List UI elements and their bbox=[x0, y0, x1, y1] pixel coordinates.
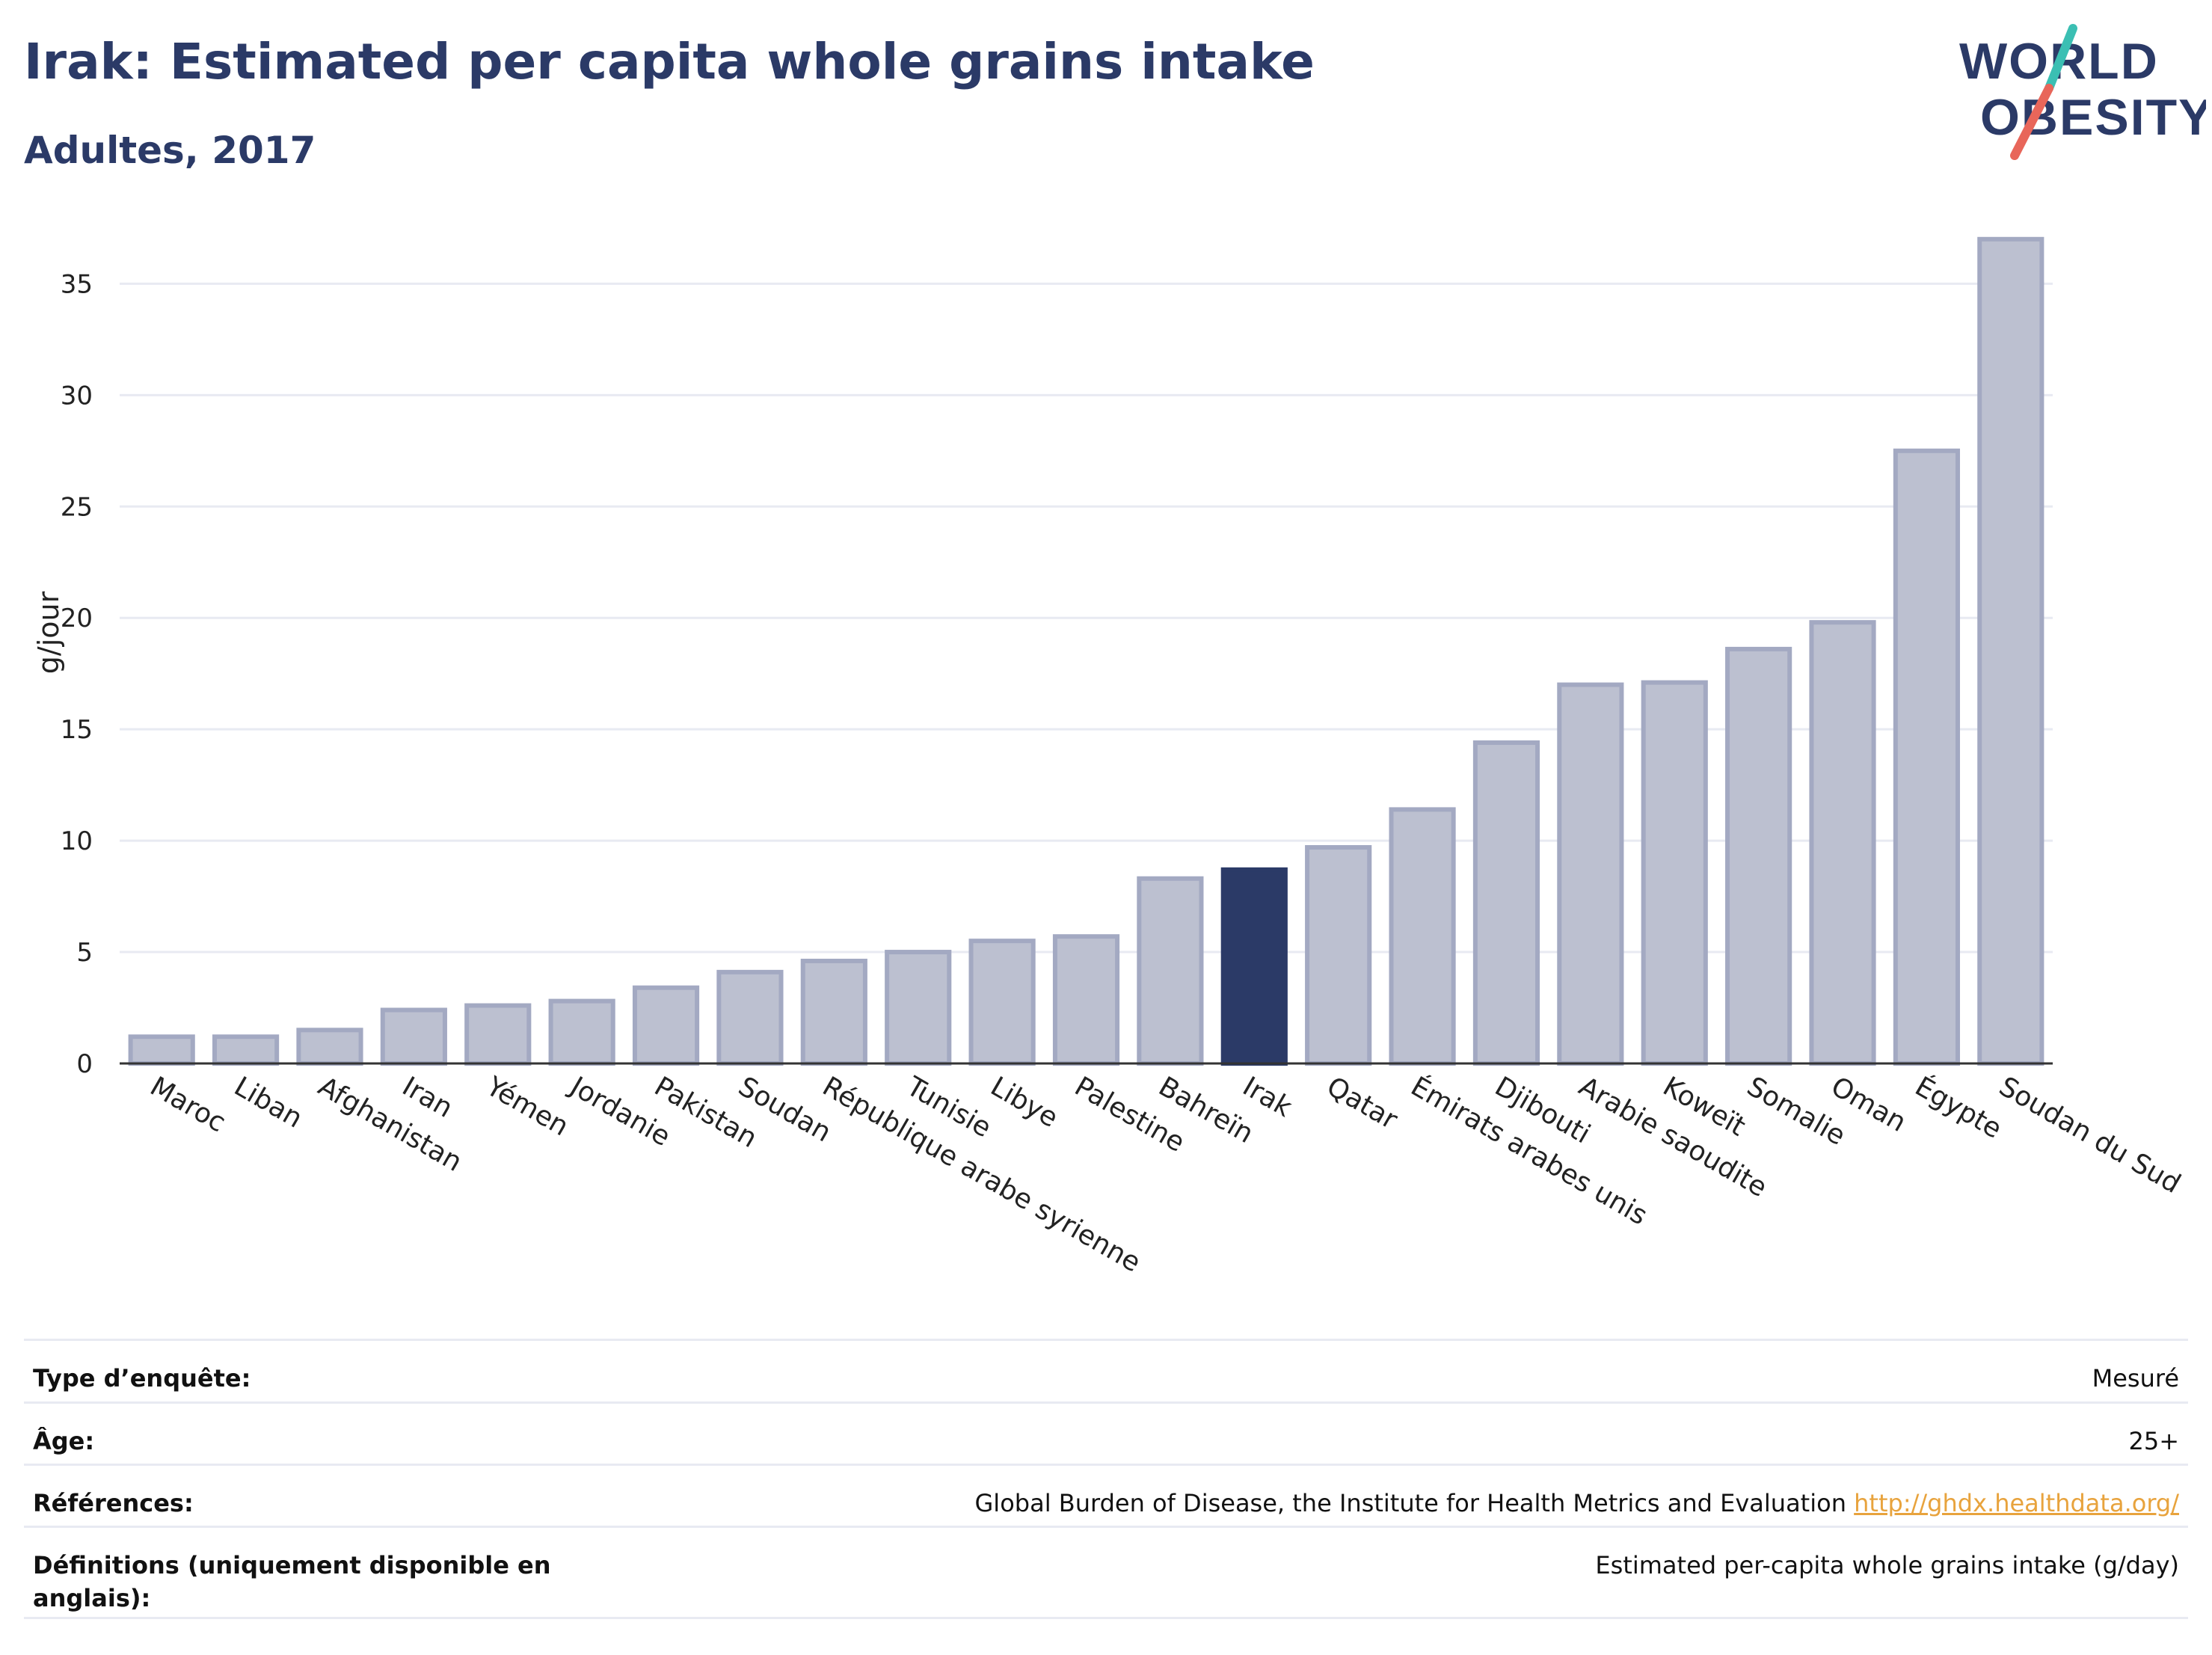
world-obesity-logo: WORLD OBESITY bbox=[1959, 24, 2206, 160]
bar[interactable] bbox=[1389, 807, 1456, 1066]
bar[interactable] bbox=[885, 950, 952, 1066]
y-tick-label: 5 bbox=[76, 938, 93, 968]
x-tick-label: Égypte bbox=[1910, 1070, 2007, 1144]
bar[interactable] bbox=[128, 1034, 195, 1066]
y-tick-label: 35 bbox=[61, 269, 93, 299]
y-tick-label: 10 bbox=[61, 826, 93, 856]
bar[interactable] bbox=[800, 958, 867, 1066]
bar[interactable] bbox=[380, 1007, 447, 1066]
bar[interactable] bbox=[1472, 740, 1540, 1066]
metadata-table: Type d’enquête: Mesuré Âge: 25+ Référenc… bbox=[24, 1339, 2188, 1619]
meta-row-age: Âge: 25+ bbox=[24, 1401, 2188, 1464]
meta-value: Global Burden of Disease, the Institute … bbox=[975, 1487, 2180, 1520]
y-tick-label: 0 bbox=[76, 1049, 93, 1079]
bar[interactable] bbox=[968, 939, 1036, 1066]
x-tick-label: Soudan du Sud bbox=[1994, 1071, 2185, 1200]
bar[interactable] bbox=[1305, 845, 1372, 1066]
reference-text: Global Burden of Disease, the Institute … bbox=[974, 1489, 1846, 1517]
bar[interactable] bbox=[548, 998, 615, 1066]
x-tick-label: Afghanistan bbox=[313, 1071, 467, 1178]
chart-subtitle: Adultes, 2017 bbox=[24, 129, 316, 172]
x-tick-label: Liban bbox=[229, 1071, 307, 1134]
bar[interactable] bbox=[1725, 646, 1792, 1066]
bar[interactable] bbox=[1809, 620, 1876, 1066]
y-axis-ticks: 0 5 10 15 20 25 30 35 bbox=[61, 269, 93, 1079]
y-tick-label: 20 bbox=[61, 604, 93, 633]
bar[interactable] bbox=[296, 1028, 363, 1066]
bar[interactable] bbox=[1641, 680, 1708, 1066]
bar[interactable] bbox=[1052, 934, 1120, 1066]
y-tick-label: 25 bbox=[61, 492, 93, 522]
x-tick-label: Maroc bbox=[145, 1071, 231, 1138]
bar[interactable] bbox=[632, 985, 700, 1066]
bar[interactable] bbox=[716, 969, 784, 1066]
x-tick-label: Yémen bbox=[480, 1071, 574, 1143]
meta-value: 25+ bbox=[2128, 1427, 2179, 1455]
x-tick-label: Qatar bbox=[1321, 1071, 1402, 1135]
y-tick-label: 30 bbox=[61, 381, 93, 411]
meta-label: Âge: bbox=[33, 1427, 95, 1455]
bar[interactable] bbox=[1137, 876, 1204, 1066]
meta-value: Estimated per-capita whole grains intake… bbox=[1595, 1551, 2179, 1579]
bar[interactable] bbox=[1557, 682, 1624, 1066]
chart-title: Irak: Estimated per capita whole grains … bbox=[24, 33, 1315, 90]
bar[interactable] bbox=[1893, 448, 1960, 1066]
logo-word-obesity: OBESITY bbox=[1980, 89, 2206, 146]
meta-label: Définitions (uniquement disponible en an… bbox=[33, 1551, 551, 1612]
y-axis-title: g/jour bbox=[32, 591, 65, 674]
bar-highlight[interactable] bbox=[1220, 867, 1288, 1066]
x-tick-label: Libye bbox=[986, 1071, 1063, 1134]
logo-slash-bottom bbox=[2010, 84, 2053, 160]
bar[interactable] bbox=[464, 1003, 532, 1066]
bar[interactable] bbox=[212, 1034, 280, 1066]
meta-value: Mesuré bbox=[2092, 1364, 2179, 1393]
bar[interactable] bbox=[1977, 236, 2044, 1066]
meta-row-definitions: Définitions (uniquement disponible en an… bbox=[24, 1526, 2188, 1619]
meta-label: Références: bbox=[33, 1489, 194, 1517]
meta-label: Type d’enquête: bbox=[33, 1364, 251, 1393]
meta-row-references: Références: Global Burden of Disease, th… bbox=[24, 1464, 2188, 1526]
meta-row-survey-type: Type d’enquête: Mesuré bbox=[24, 1339, 2188, 1401]
logo-slash-top bbox=[2044, 24, 2077, 93]
bars bbox=[128, 236, 2044, 1066]
y-tick-label: 15 bbox=[61, 715, 93, 745]
reference-link[interactable]: http://ghdx.healthdata.org/ bbox=[1854, 1489, 2179, 1517]
